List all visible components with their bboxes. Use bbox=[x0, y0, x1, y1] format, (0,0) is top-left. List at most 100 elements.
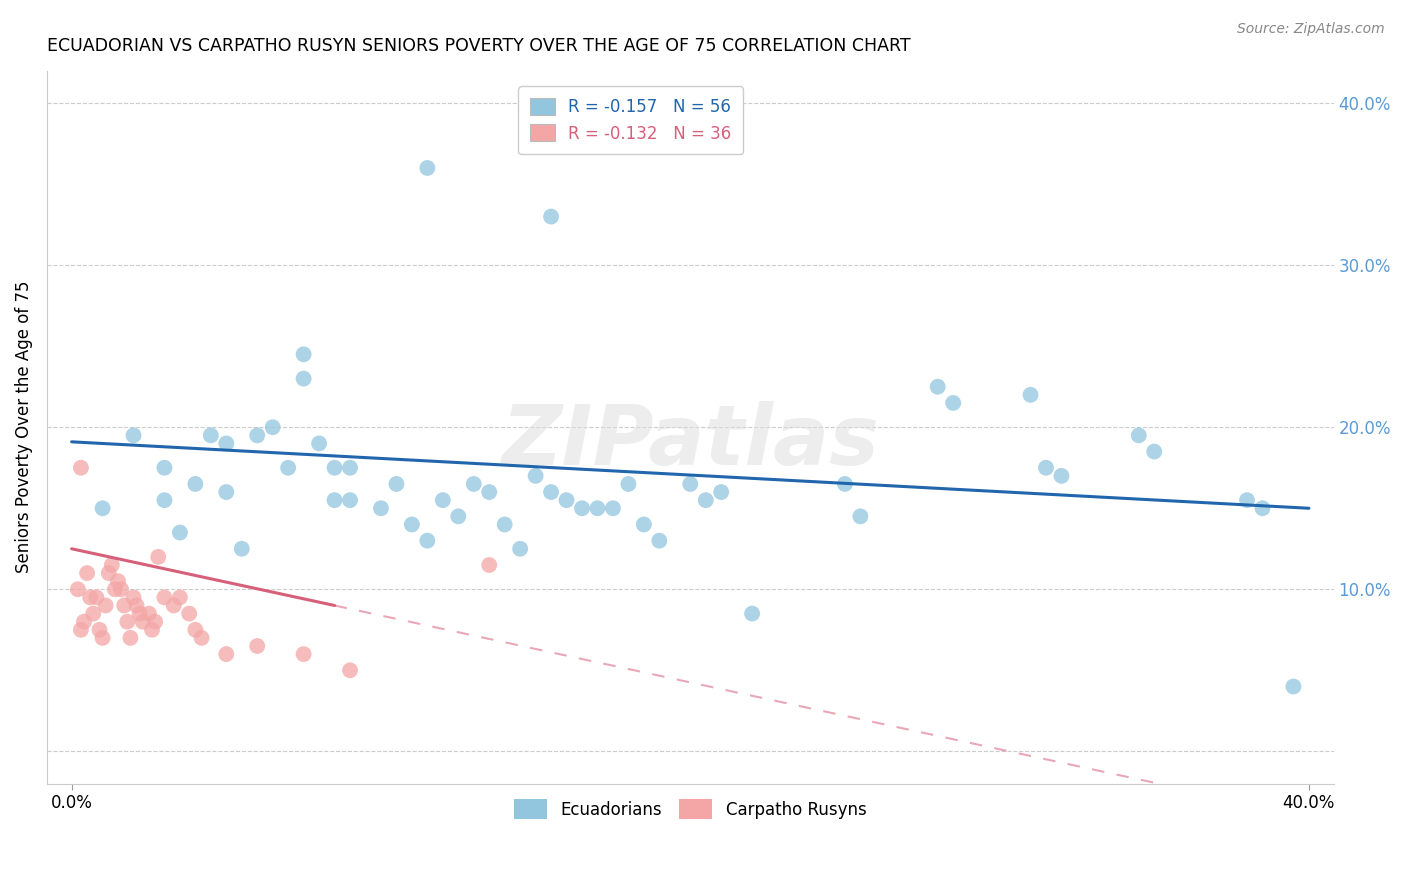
Point bbox=[292, 371, 315, 385]
Point bbox=[215, 436, 238, 450]
Point bbox=[153, 493, 176, 508]
Point bbox=[339, 663, 361, 677]
Point bbox=[1236, 493, 1258, 508]
Point bbox=[246, 428, 269, 442]
Point bbox=[70, 460, 93, 475]
Point bbox=[416, 161, 439, 175]
Point bbox=[120, 631, 142, 645]
Point bbox=[94, 599, 117, 613]
Point bbox=[125, 599, 148, 613]
Point bbox=[184, 477, 207, 491]
Point bbox=[70, 623, 93, 637]
Point bbox=[117, 615, 139, 629]
Point bbox=[927, 380, 949, 394]
Point bbox=[323, 460, 346, 475]
Point bbox=[292, 647, 315, 661]
Point bbox=[110, 582, 132, 597]
Text: ECUADORIAN VS CARPATHO RUSYN SENIORS POVERTY OVER THE AGE OF 75 CORRELATION CHAR: ECUADORIAN VS CARPATHO RUSYN SENIORS POV… bbox=[46, 37, 911, 55]
Point bbox=[478, 485, 501, 500]
Point bbox=[112, 599, 135, 613]
Point bbox=[370, 501, 392, 516]
Point bbox=[128, 607, 150, 621]
Point bbox=[463, 477, 485, 491]
Text: Source: ZipAtlas.com: Source: ZipAtlas.com bbox=[1237, 22, 1385, 37]
Point bbox=[104, 582, 127, 597]
Point bbox=[91, 631, 114, 645]
Point bbox=[849, 509, 872, 524]
Point bbox=[138, 607, 160, 621]
Point bbox=[648, 533, 671, 548]
Point bbox=[169, 525, 191, 540]
Point bbox=[1251, 501, 1274, 516]
Point bbox=[602, 501, 624, 516]
Y-axis label: Seniors Poverty Over the Age of 75: Seniors Poverty Over the Age of 75 bbox=[15, 281, 32, 574]
Point bbox=[132, 615, 155, 629]
Point bbox=[246, 639, 269, 653]
Point bbox=[153, 591, 176, 605]
Point bbox=[277, 460, 299, 475]
Legend: Ecuadorians, Carpatho Rusyns: Ecuadorians, Carpatho Rusyns bbox=[508, 793, 873, 825]
Point bbox=[385, 477, 408, 491]
Point bbox=[89, 623, 111, 637]
Point bbox=[540, 210, 562, 224]
Point bbox=[633, 517, 655, 532]
Point bbox=[169, 591, 191, 605]
Point bbox=[416, 533, 439, 548]
Point bbox=[76, 566, 98, 580]
Point bbox=[710, 485, 733, 500]
Point bbox=[1050, 468, 1073, 483]
Point bbox=[107, 574, 129, 589]
Point bbox=[148, 549, 170, 564]
Point bbox=[555, 493, 578, 508]
Point bbox=[478, 558, 501, 572]
Point bbox=[1282, 680, 1305, 694]
Point bbox=[163, 599, 186, 613]
Point bbox=[401, 517, 423, 532]
Point bbox=[66, 582, 89, 597]
Point bbox=[153, 460, 176, 475]
Point bbox=[447, 509, 470, 524]
Point bbox=[86, 591, 108, 605]
Point bbox=[308, 436, 330, 450]
Point bbox=[695, 493, 717, 508]
Point bbox=[292, 347, 315, 361]
Point bbox=[741, 607, 763, 621]
Point bbox=[1143, 444, 1166, 458]
Point bbox=[97, 566, 120, 580]
Point bbox=[215, 485, 238, 500]
Point bbox=[617, 477, 640, 491]
Point bbox=[834, 477, 856, 491]
Point bbox=[262, 420, 284, 434]
Point bbox=[586, 501, 609, 516]
Point bbox=[122, 591, 145, 605]
Point bbox=[540, 485, 562, 500]
Point bbox=[339, 460, 361, 475]
Point bbox=[82, 607, 104, 621]
Point bbox=[1019, 388, 1042, 402]
Point bbox=[942, 396, 965, 410]
Point bbox=[494, 517, 516, 532]
Point bbox=[184, 623, 207, 637]
Point bbox=[509, 541, 531, 556]
Point bbox=[432, 493, 454, 508]
Point bbox=[141, 623, 163, 637]
Point bbox=[571, 501, 593, 516]
Point bbox=[101, 558, 124, 572]
Text: ZIPatlas: ZIPatlas bbox=[502, 401, 879, 482]
Point bbox=[143, 615, 166, 629]
Point bbox=[323, 493, 346, 508]
Point bbox=[1128, 428, 1150, 442]
Point bbox=[231, 541, 253, 556]
Point bbox=[179, 607, 201, 621]
Point bbox=[679, 477, 702, 491]
Point bbox=[1035, 460, 1057, 475]
Point bbox=[79, 591, 101, 605]
Point bbox=[73, 615, 96, 629]
Point bbox=[215, 647, 238, 661]
Point bbox=[122, 428, 145, 442]
Point bbox=[339, 493, 361, 508]
Point bbox=[91, 501, 114, 516]
Point bbox=[524, 468, 547, 483]
Point bbox=[190, 631, 212, 645]
Point bbox=[200, 428, 222, 442]
